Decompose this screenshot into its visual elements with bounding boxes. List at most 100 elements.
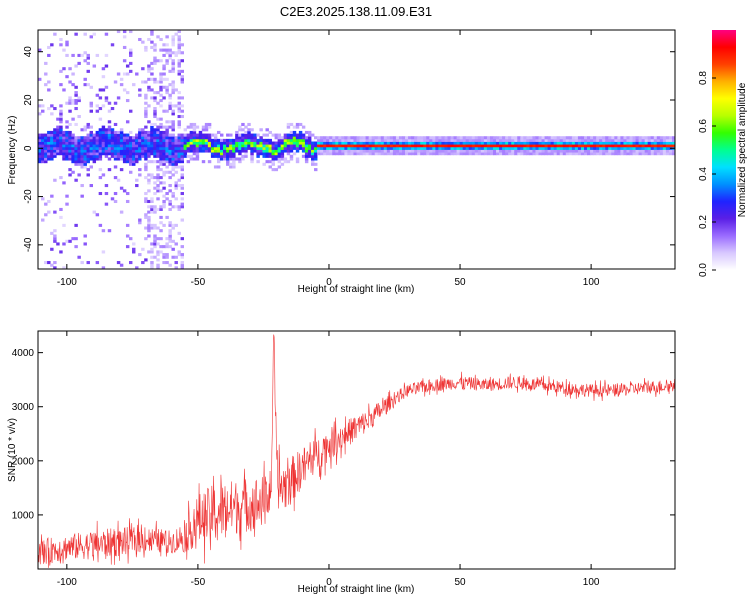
spectrogram-cell xyxy=(511,141,515,145)
spectrogram-cell xyxy=(144,149,148,153)
spectrogram-cell xyxy=(189,154,194,158)
spectrogram-cell xyxy=(477,141,482,145)
spectrogram-cell xyxy=(168,136,172,140)
spectrogram-cell xyxy=(132,160,136,164)
spectrogram-cell xyxy=(244,152,248,156)
spectrogram-cell xyxy=(529,138,533,142)
spectrogram-cell xyxy=(468,152,473,156)
spectrogram-cell xyxy=(138,133,142,137)
spectrogram-cell xyxy=(156,141,160,145)
spectrogram-cell xyxy=(453,136,457,140)
spectrogram-cell xyxy=(553,152,558,156)
spectrogram-cell xyxy=(74,157,78,161)
spectrogram-cell xyxy=(304,152,309,156)
spectrogram-cell xyxy=(174,181,178,185)
spectrogram-cell xyxy=(104,133,109,137)
spectrogram-cell xyxy=(280,141,285,145)
spectrogram-cell xyxy=(74,93,78,97)
spectrogram-cell xyxy=(150,255,154,259)
spectrogram-cell xyxy=(556,146,561,150)
spectrogram-cell xyxy=(150,146,154,150)
spectrogram-cell xyxy=(635,141,639,145)
spectrogram-cell xyxy=(159,77,163,81)
spectrogram-cell xyxy=(241,157,245,161)
spectrogram-cell xyxy=(362,138,366,142)
spectrogram-cell xyxy=(125,72,130,76)
spectrogram-cell xyxy=(156,237,160,241)
spectrogram-cell xyxy=(314,154,318,158)
spectrogram-cell xyxy=(447,141,451,145)
spectrogram-cell xyxy=(493,152,497,156)
spectrogram-cell xyxy=(162,53,166,57)
spectrogram-cell xyxy=(165,170,169,174)
spectrogram-cell xyxy=(177,30,181,34)
spectrogram-cell xyxy=(150,149,154,153)
spectrogram-cell xyxy=(532,138,536,142)
spectrogram-cell xyxy=(174,162,178,166)
spectrogram-cell xyxy=(119,154,124,158)
spectrogram-cell xyxy=(307,141,312,145)
spectrogram-cell xyxy=(238,149,242,153)
spectrogram-cell xyxy=(362,149,366,153)
spectrogram-cell xyxy=(174,261,178,265)
spectrogram-cell xyxy=(189,141,194,145)
spectrogram-cell xyxy=(389,146,394,150)
spectrogram-cell xyxy=(174,152,178,156)
spectrogram-cell xyxy=(116,152,121,156)
spectrogram-cell xyxy=(435,144,439,148)
spectrogram-cell xyxy=(611,141,615,145)
spectrogram-cell xyxy=(89,144,93,148)
spectrogram-cell xyxy=(574,141,579,145)
spectrogram-cell xyxy=(256,138,260,142)
spectrogram-cell xyxy=(292,125,297,129)
spectrogram-cell xyxy=(532,144,536,148)
spectrogram-cell xyxy=(286,141,291,145)
spectrogram-cell xyxy=(129,48,133,52)
spectrogram-cell xyxy=(423,138,427,142)
spectrogram-cell xyxy=(562,138,567,142)
spectrogram-cell xyxy=(86,154,90,158)
spectrogram-cell xyxy=(65,239,69,243)
spectrogram-cell xyxy=(186,138,191,142)
spectrogram-cell xyxy=(505,141,509,145)
spectrogram-cell xyxy=(480,149,485,153)
spectrogram-cell xyxy=(405,144,409,148)
spectrogram-cell xyxy=(317,141,321,145)
spectrogram-cell xyxy=(177,109,181,113)
spectrogram-cell xyxy=(116,144,121,148)
spectrogram-cell xyxy=(186,133,191,137)
spectrogram-cell xyxy=(147,136,151,140)
spectrogram-cell xyxy=(223,141,227,145)
spectrogram-cell xyxy=(356,136,360,140)
spectrogram-cell xyxy=(659,138,664,142)
spectrogram-cell xyxy=(101,104,106,108)
spectrogram-cell xyxy=(165,109,169,113)
spectrogram-cell xyxy=(544,138,548,142)
spectrogram-cell xyxy=(101,149,106,153)
spectrogram-cell xyxy=(159,205,163,209)
spectrogram-cell xyxy=(189,133,194,137)
spectrogram-cell xyxy=(292,130,297,134)
spectrogram-cell xyxy=(496,152,500,156)
spectrogram-cell xyxy=(395,136,400,140)
spectrogram-cell xyxy=(177,149,181,153)
spectrogram-cell xyxy=(165,130,169,134)
spectrogram-cell xyxy=(450,152,454,156)
spectrogram-cell xyxy=(535,149,539,153)
spectrogram-cell xyxy=(98,176,103,180)
spectrogram-cell xyxy=(377,141,382,145)
spectrogram-cell xyxy=(198,133,203,137)
spectrogram-cell xyxy=(571,141,576,145)
spectrogram-cell xyxy=(565,141,570,145)
spectrogram-cell xyxy=(83,154,87,158)
y-tick-label: 2000 xyxy=(12,456,35,467)
spectrogram-cell xyxy=(420,149,424,153)
spectrogram-cell xyxy=(216,149,221,153)
spectrogram-cell xyxy=(198,136,203,140)
spectrogram-cell xyxy=(77,141,81,145)
spectrogram-cell xyxy=(229,141,233,145)
spectrogram-cell xyxy=(568,138,573,142)
spectrogram-cell xyxy=(320,152,324,156)
spectrogram-cell xyxy=(216,130,221,134)
spectrogram-cell xyxy=(338,144,342,148)
